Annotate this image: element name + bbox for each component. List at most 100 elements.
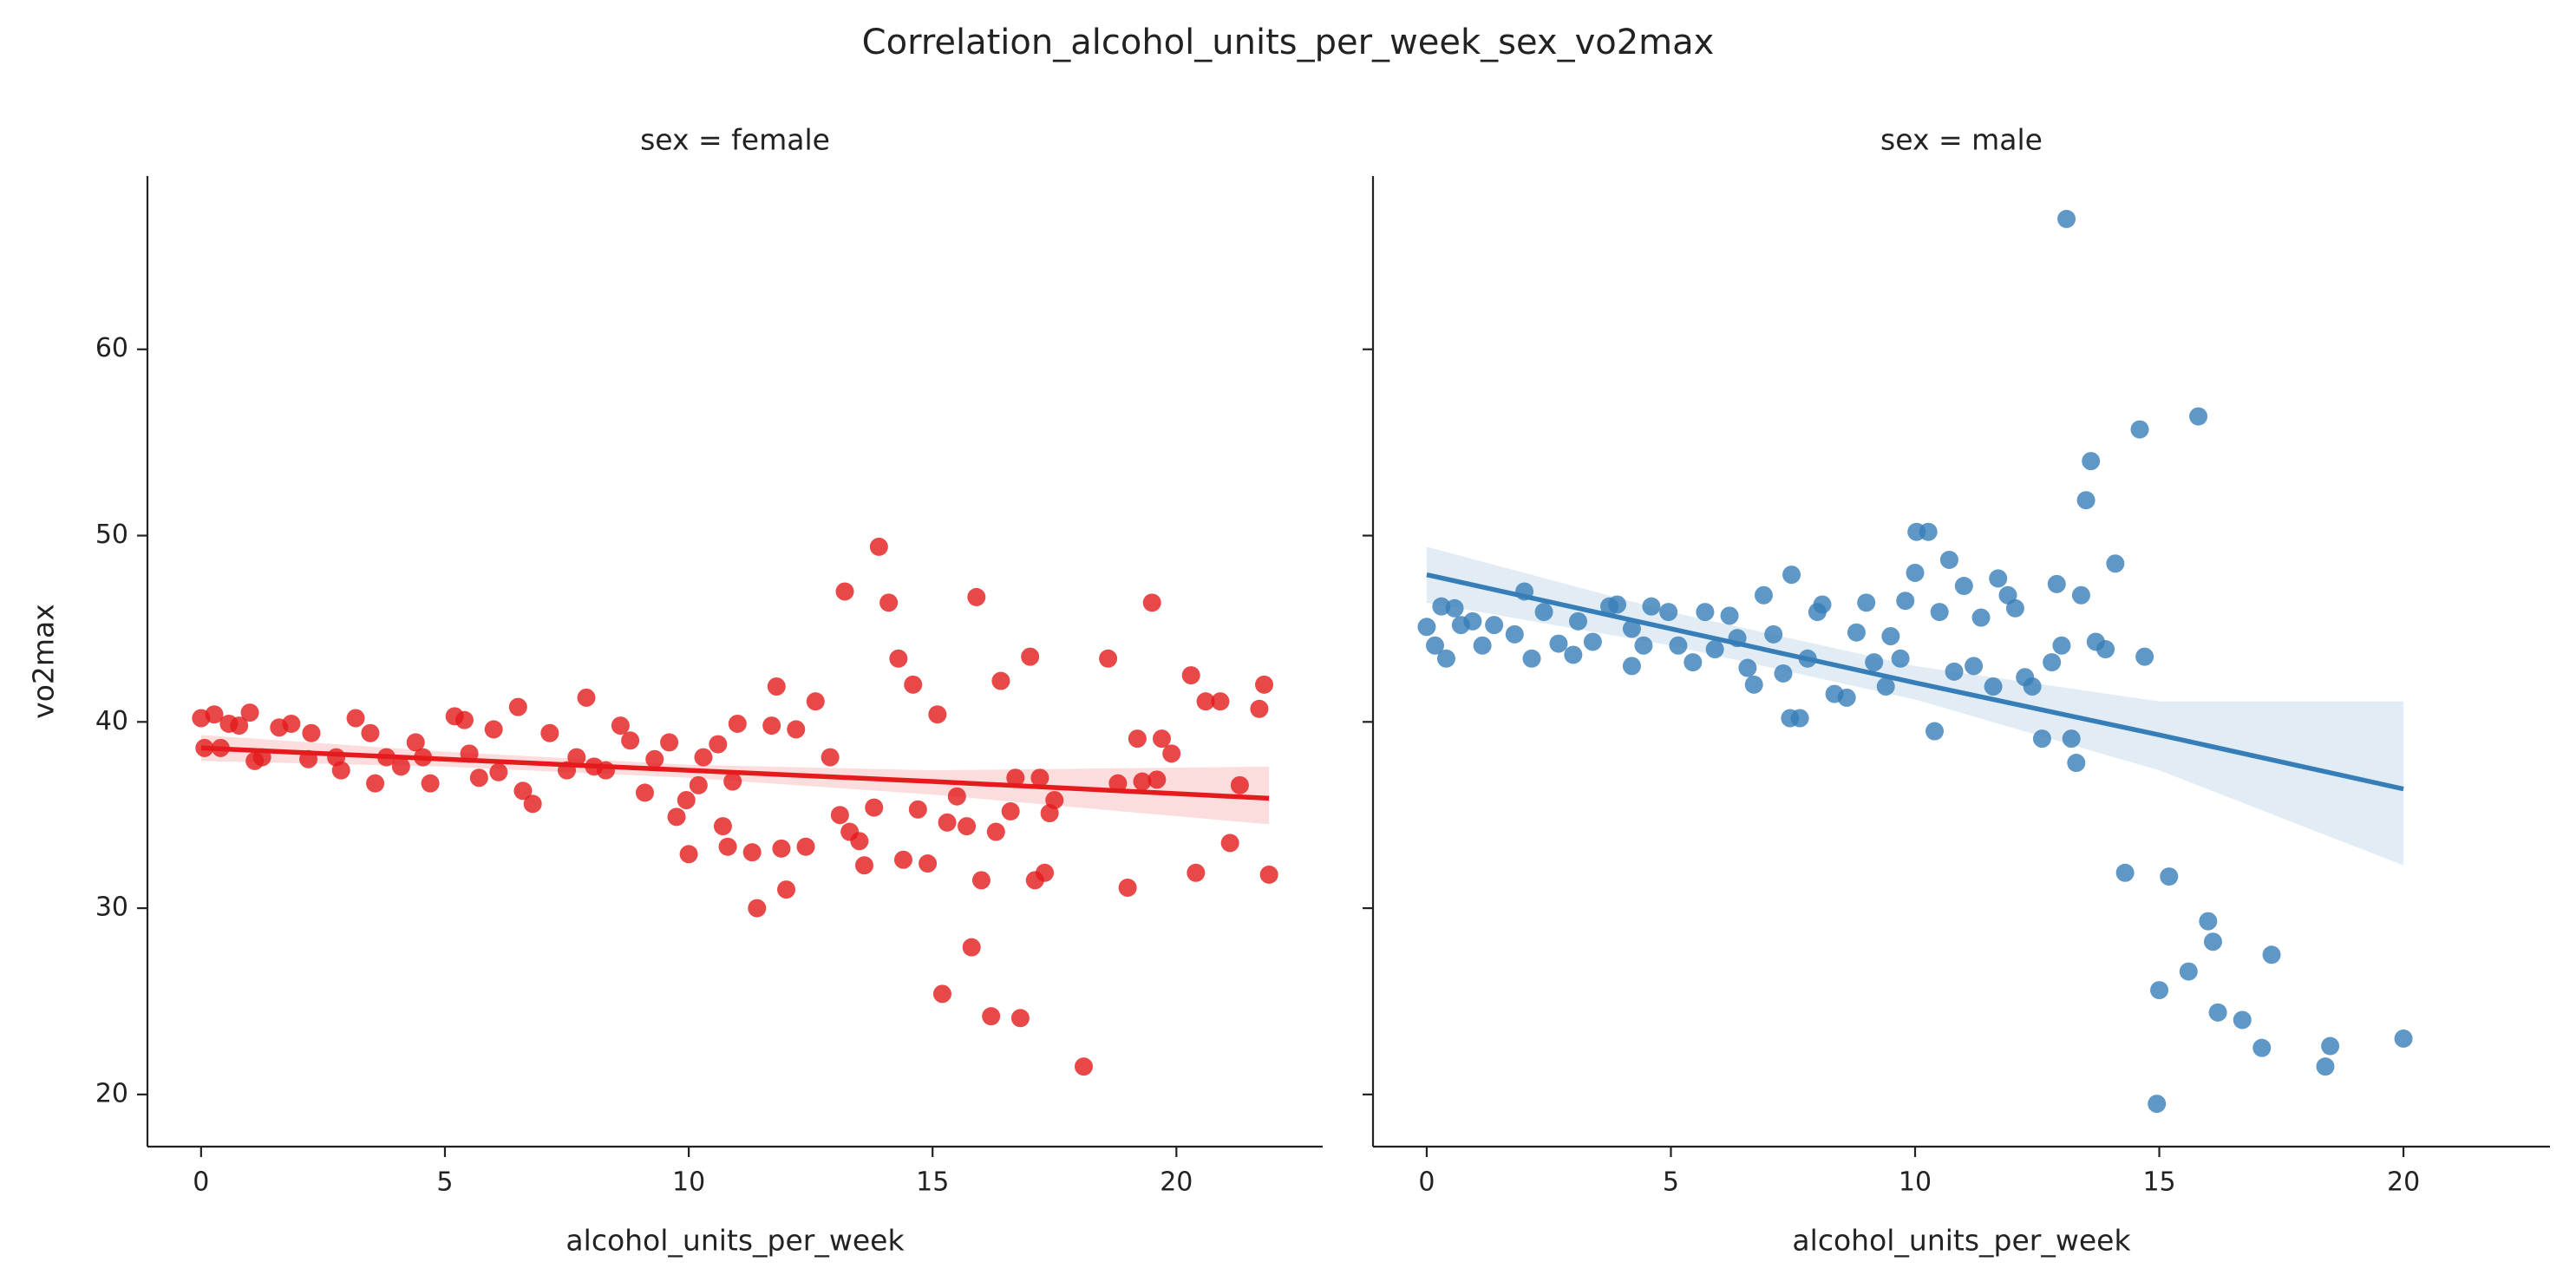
data-point: [1608, 595, 1627, 614]
data-point: [2150, 981, 2169, 1000]
data-point: [2071, 585, 2090, 605]
panel-title: sex = female: [640, 123, 830, 157]
data-point: [1142, 593, 1161, 612]
data-point: [1010, 1009, 1030, 1028]
data-point: [1006, 768, 1025, 788]
data-point: [2076, 491, 2095, 510]
data-point: [1230, 775, 1249, 794]
data-point: [1622, 619, 1641, 638]
data-point: [1720, 606, 1739, 625]
data-point: [567, 748, 586, 767]
data-point: [1128, 729, 1147, 749]
data-point: [962, 938, 981, 957]
data-point: [1837, 688, 1856, 707]
data-point: [2130, 420, 2149, 439]
data-point: [1075, 1057, 1094, 1076]
x-tick-label: 15: [916, 1167, 949, 1198]
data-point: [1669, 636, 1688, 655]
data-point: [1445, 598, 1464, 618]
data-point: [1147, 770, 1167, 789]
data-point: [645, 749, 664, 768]
regression-line: [1426, 572, 2404, 792]
data-point: [2316, 1057, 2335, 1076]
data-point: [346, 709, 365, 728]
data-point: [2160, 867, 2179, 886]
data-point: [1919, 522, 1938, 541]
data-point: [282, 714, 301, 733]
data-point: [1220, 834, 1239, 853]
regression-line: [200, 745, 1270, 801]
data-point: [1187, 863, 1206, 882]
data-point: [869, 537, 888, 556]
data-point: [694, 748, 713, 767]
data-point: [2032, 729, 2051, 749]
data-point: [1705, 640, 1724, 659]
data-point: [2052, 636, 2071, 655]
data-point: [1036, 863, 1055, 882]
data-point: [1522, 649, 1541, 668]
data-point: [1534, 603, 1553, 622]
data-point: [889, 649, 908, 668]
data-point: [1473, 636, 1492, 655]
data-point: [1847, 623, 1866, 642]
data-point: [2262, 945, 2281, 964]
data-point: [2135, 647, 2154, 666]
data-point: [1583, 632, 1602, 651]
data-point: [2005, 598, 2024, 618]
x-tick-label: 10: [1899, 1167, 1932, 1198]
data-point: [1954, 577, 1973, 596]
data-point: [723, 772, 742, 791]
data-point: [821, 748, 840, 767]
data-point: [540, 723, 559, 742]
data-point: [971, 871, 991, 890]
data-point: [1876, 677, 1895, 696]
data-point: [484, 720, 503, 739]
data-point: [2199, 912, 2218, 931]
data-point: [366, 774, 385, 793]
data-point: [2148, 1095, 2167, 1114]
data-point: [1001, 801, 1020, 821]
data-point: [796, 837, 815, 856]
data-point: [1659, 603, 1678, 622]
data-point: [762, 716, 781, 736]
data-point: [1549, 634, 1568, 653]
data-point: [932, 984, 951, 1004]
data-point: [331, 761, 350, 780]
panel-title: sex = male: [1880, 123, 2043, 157]
y-tick-label: 20: [95, 1078, 128, 1108]
data-point: [689, 775, 708, 794]
data-point: [767, 677, 786, 696]
data-point: [854, 856, 873, 875]
data-point: [1782, 566, 1801, 585]
data-point: [1925, 722, 1945, 741]
data-point: [2321, 1036, 2340, 1056]
data-point: [1738, 658, 1757, 677]
data-point: [1945, 662, 1964, 681]
data-point: [830, 806, 849, 825]
data-point: [1417, 618, 1436, 637]
data-point: [772, 839, 791, 858]
figure-title: Correlation_alcohol_units_per_week_sex_v…: [862, 23, 1715, 62]
data-point: [893, 850, 912, 869]
data-point: [1255, 675, 1274, 694]
data-point: [230, 716, 249, 736]
data-point: [1790, 709, 1809, 728]
data-point: [1906, 563, 1925, 582]
data-point: [508, 697, 527, 716]
data-point: [1030, 768, 1049, 788]
data-point: [1108, 774, 1128, 793]
data-point: [660, 733, 679, 752]
data-point: [677, 791, 696, 810]
y-tick-label: 40: [95, 706, 128, 736]
x-tick-label: 20: [2387, 1167, 2420, 1198]
data-point: [1939, 550, 1958, 569]
data-point: [1896, 592, 1915, 611]
data-point: [1485, 616, 1504, 635]
data-point: [1196, 692, 1215, 711]
data-point: [1436, 649, 1455, 668]
x-tick-label: 5: [436, 1167, 453, 1198]
x-tick-label: 5: [1663, 1167, 1679, 1198]
data-point: [908, 800, 927, 819]
x-tick-label: 20: [1160, 1167, 1193, 1198]
x-axis-label: alcohol_units_per_week: [1792, 1224, 2131, 1258]
